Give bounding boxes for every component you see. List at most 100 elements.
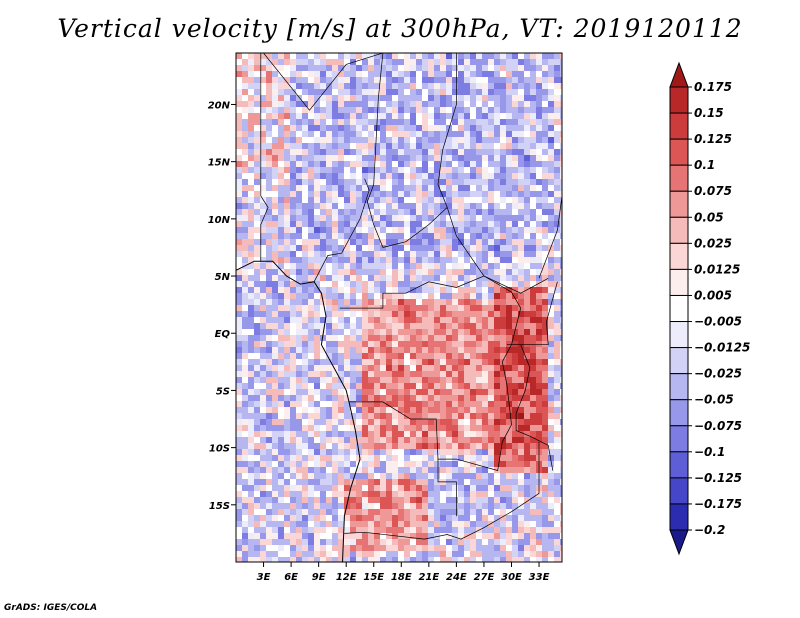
- field-cell: [458, 359, 464, 365]
- field-cell: [326, 209, 332, 215]
- field-cell: [470, 137, 476, 143]
- field-cell: [446, 323, 452, 329]
- field-cell: [548, 179, 554, 185]
- field-cell: [506, 473, 512, 479]
- field-cell: [260, 173, 266, 179]
- field-cell: [530, 347, 536, 353]
- field-cell: [428, 293, 434, 299]
- field-cell: [344, 239, 350, 245]
- field-cell: [272, 233, 278, 239]
- field-cell: [440, 359, 446, 365]
- field-cell: [320, 95, 326, 101]
- field-cell: [398, 281, 404, 287]
- field-cell: [470, 419, 476, 425]
- field-cell: [404, 521, 410, 527]
- field-cell: [338, 455, 344, 461]
- field-cell: [374, 245, 380, 251]
- field-cell: [398, 233, 404, 239]
- field-cell: [368, 107, 374, 113]
- field-cell: [320, 419, 326, 425]
- field-cell: [296, 155, 302, 161]
- field-cell: [344, 173, 350, 179]
- field-cell: [410, 299, 416, 305]
- field-cell: [332, 521, 338, 527]
- field-cell: [398, 161, 404, 167]
- field-cell: [404, 539, 410, 545]
- field-cell: [332, 113, 338, 119]
- field-cell: [530, 377, 536, 383]
- field-cell: [470, 407, 476, 413]
- field-cell: [440, 365, 446, 371]
- field-cell: [554, 203, 560, 209]
- field-cell: [440, 77, 446, 83]
- field-cell: [236, 503, 242, 509]
- field-cell: [524, 449, 530, 455]
- field-cell: [428, 263, 434, 269]
- field-cell: [398, 197, 404, 203]
- field-cell: [404, 467, 410, 473]
- field-cell: [488, 173, 494, 179]
- field-cell: [398, 473, 404, 479]
- field-cell: [332, 473, 338, 479]
- field-cell: [386, 125, 392, 131]
- field-cell: [266, 305, 272, 311]
- field-cell: [446, 77, 452, 83]
- field-cell: [512, 455, 518, 461]
- field-cell: [554, 557, 560, 562]
- field-cell: [332, 419, 338, 425]
- field-cell: [506, 113, 512, 119]
- field-cell: [434, 209, 440, 215]
- field-cell: [296, 413, 302, 419]
- field-cell: [254, 101, 260, 107]
- field-cell: [386, 557, 392, 562]
- field-cell: [470, 269, 476, 275]
- field-cell: [524, 485, 530, 491]
- field-cell: [518, 251, 524, 257]
- field-cell: [542, 257, 548, 263]
- field-cell: [506, 377, 512, 383]
- field-cell: [446, 167, 452, 173]
- field-cell: [518, 281, 524, 287]
- field-cell: [326, 431, 332, 437]
- field-cell: [518, 455, 524, 461]
- field-cell: [326, 329, 332, 335]
- field-cell: [272, 161, 278, 167]
- field-cell: [524, 95, 530, 101]
- field-cell: [248, 185, 254, 191]
- field-cell: [488, 59, 494, 65]
- field-cell: [404, 89, 410, 95]
- field-cell: [512, 389, 518, 395]
- field-cell: [242, 425, 248, 431]
- field-cell: [290, 209, 296, 215]
- field-cell: [554, 239, 560, 245]
- field-cell: [260, 293, 266, 299]
- field-cell: [284, 167, 290, 173]
- field-cell: [266, 269, 272, 275]
- field-cell: [464, 173, 470, 179]
- field-cell: [524, 101, 530, 107]
- field-cell: [440, 65, 446, 71]
- field-cell: [242, 467, 248, 473]
- field-cell: [440, 491, 446, 497]
- field-cell: [284, 521, 290, 527]
- colorbar-swatch: [669, 216, 689, 244]
- field-cell: [374, 317, 380, 323]
- field-cell: [368, 383, 374, 389]
- field-cell: [416, 425, 422, 431]
- field-cell: [356, 137, 362, 143]
- field-cell: [410, 275, 416, 281]
- field-cell: [530, 461, 536, 467]
- field-cell: [386, 317, 392, 323]
- field-cell: [380, 389, 386, 395]
- field-cell: [278, 545, 284, 551]
- field-cell: [278, 455, 284, 461]
- field-cell: [290, 179, 296, 185]
- field-cell: [248, 71, 254, 77]
- field-cell: [296, 503, 302, 509]
- field-cell: [278, 425, 284, 431]
- field-cell: [266, 413, 272, 419]
- field-cell: [500, 521, 506, 527]
- field-cell: [446, 443, 452, 449]
- field-cell: [524, 539, 530, 545]
- field-cell: [548, 173, 554, 179]
